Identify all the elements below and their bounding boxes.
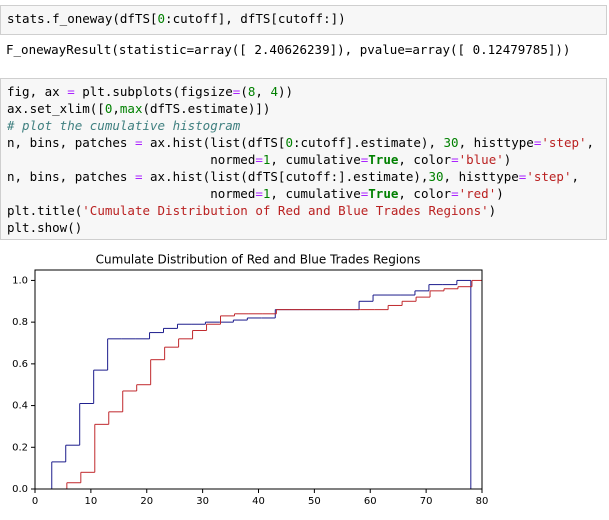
chart: Cumulate Distribution of Red and Blue Tr…	[12, 253, 489, 508]
x-tick-label: 10	[85, 496, 98, 507]
chart-title: Cumulate Distribution of Red and Blue Tr…	[96, 253, 421, 267]
x-tick-label: 70	[420, 496, 433, 507]
code-line: fig, ax = plt.subplots(figsize=(8, 4))	[7, 84, 294, 99]
y-tick-label: 1.0	[12, 275, 28, 286]
x-tick-label: 0	[32, 496, 38, 507]
code-line: plt.title('Cumulate Distribution of Red …	[7, 203, 497, 218]
plot-area	[51, 279, 482, 489]
code-line: # plot the cumulative histogram	[7, 118, 241, 133]
code-line: n, bins, patches = ax.hist(list(dfTS[0:c…	[7, 135, 595, 150]
x-tick-label: 40	[252, 496, 265, 507]
x-tick-label: 60	[364, 496, 377, 507]
x-tick-label: 30	[196, 496, 209, 507]
code-line: normed=1, cumulative=True, color='red')	[7, 186, 504, 201]
y-tick-label: 0.8	[12, 317, 28, 328]
code-line: ax.set_xlim([0,max(dfTS.estimate)])	[7, 101, 271, 116]
axes-frame	[34, 269, 483, 490]
y-tick-label: 0.2	[12, 442, 28, 453]
x-tick-label: 20	[140, 496, 153, 507]
x-tick-label: 80	[476, 496, 489, 507]
code-line: plt.show()	[7, 220, 83, 235]
code-cell[interactable]: stats.f_oneway(dfTS[0:cutoff], dfTS[cuto…	[0, 5, 607, 35]
code-line: n, bins, patches = ax.hist(list(dfTS[cut…	[7, 169, 579, 184]
cell-output: F_onewayResult(statistic=array([ 2.40626…	[6, 42, 571, 57]
x-tick-label: 50	[308, 496, 321, 507]
code-cell[interactable]: fig, ax = plt.subplots(figsize=(8, 4)) ax…	[0, 78, 607, 240]
y-tick-label: 0.0	[12, 484, 28, 495]
code-line: normed=1, cumulative=True, color='blue')	[7, 152, 512, 167]
y-tick-label: 0.6	[12, 359, 28, 370]
code-line: stats.f_oneway(dfTS[0:cutoff], dfTS[cuto…	[7, 11, 346, 26]
y-tick-label: 0.4	[12, 401, 28, 412]
